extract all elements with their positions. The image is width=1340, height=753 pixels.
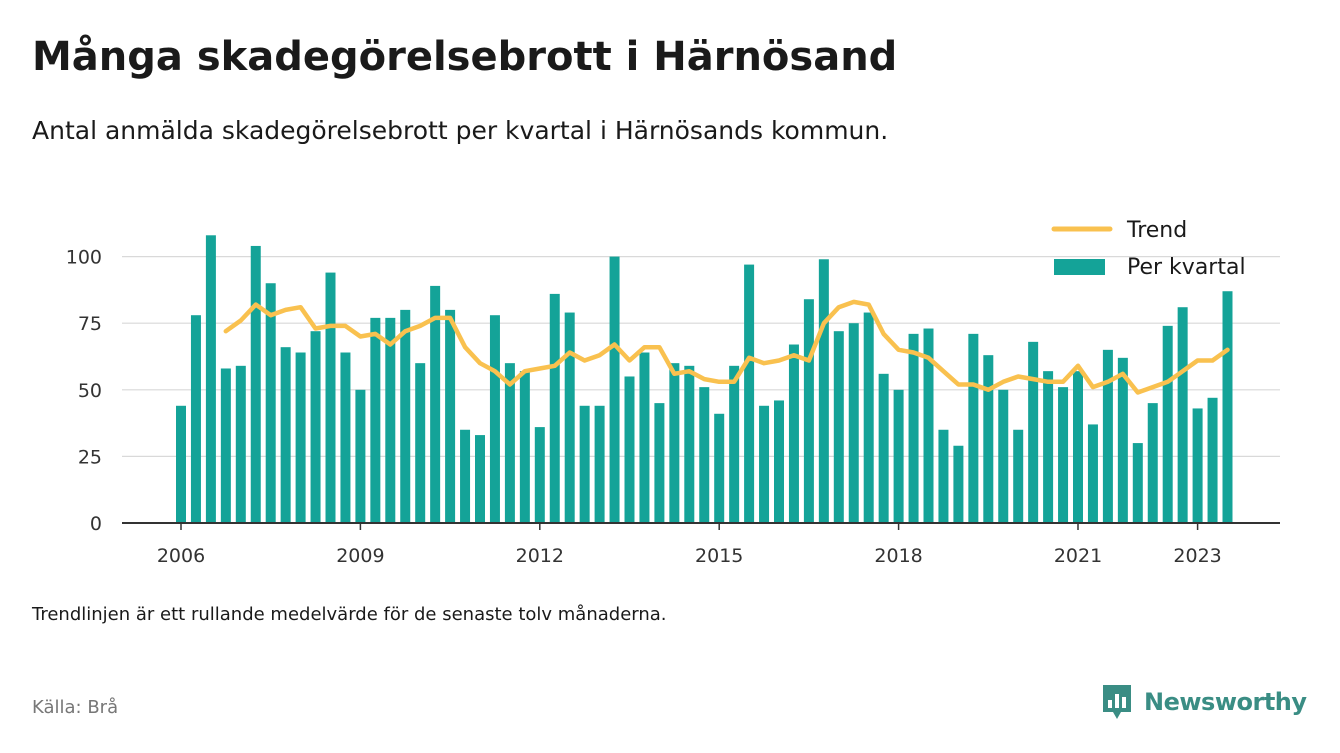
chart-note: Trendlinjen är ett rullande medelvärde f… bbox=[32, 604, 667, 625]
bar bbox=[1192, 408, 1203, 523]
bar bbox=[176, 405, 186, 523]
brand-logo: Newsworthy bbox=[1100, 682, 1307, 722]
bar bbox=[430, 285, 441, 523]
x-tick-label: 2009 bbox=[336, 545, 384, 567]
bar bbox=[1117, 357, 1128, 523]
chart-area: 0 25 50 75 100 2006 2009 2012 2015 2018 2021 2023 T… bbox=[66, 218, 1280, 567]
bar bbox=[564, 312, 575, 523]
chart-subtitle: Antal anmälda skadegörelsebrott per kvar… bbox=[32, 116, 889, 145]
bar bbox=[355, 389, 366, 523]
bar bbox=[1013, 429, 1024, 523]
x-tick-label: 2012 bbox=[516, 545, 564, 567]
bar bbox=[385, 317, 396, 523]
bar bbox=[669, 363, 680, 523]
x-tick-label: 2018 bbox=[874, 545, 922, 567]
bar-series bbox=[176, 235, 1233, 523]
bar bbox=[893, 389, 904, 523]
bar bbox=[340, 352, 351, 523]
bar bbox=[624, 376, 635, 523]
bar bbox=[654, 403, 665, 523]
y-tick-label: 50 bbox=[78, 380, 102, 402]
bar bbox=[759, 405, 770, 523]
legend-bar-swatch bbox=[1054, 259, 1105, 275]
bar bbox=[265, 283, 276, 523]
bar bbox=[938, 429, 949, 523]
bar bbox=[833, 331, 844, 523]
bar bbox=[579, 405, 590, 523]
bar bbox=[1102, 349, 1113, 523]
bar bbox=[549, 293, 560, 523]
trend-series bbox=[223, 299, 1230, 395]
bar bbox=[594, 405, 605, 523]
bar bbox=[220, 368, 231, 523]
bar bbox=[370, 317, 381, 523]
bar bbox=[1073, 371, 1083, 523]
bar bbox=[534, 427, 545, 523]
bar bbox=[504, 363, 515, 523]
bar bbox=[1087, 424, 1098, 523]
bar bbox=[295, 352, 306, 523]
bar bbox=[1222, 291, 1233, 523]
x-tick-label: 2023 bbox=[1173, 545, 1221, 567]
bar bbox=[205, 235, 216, 523]
chart-title: Många skadegörelsebrott i Härnösand bbox=[32, 34, 898, 80]
bar bbox=[1162, 325, 1173, 523]
newsworthy-logo-icon bbox=[1103, 685, 1131, 719]
bar bbox=[489, 315, 500, 523]
bar bbox=[1132, 443, 1143, 523]
bar bbox=[639, 352, 650, 523]
bar bbox=[310, 331, 321, 523]
y-tick-label: 0 bbox=[90, 513, 102, 535]
legend-trend-label: Trend bbox=[1126, 218, 1187, 243]
y-tick-label: 75 bbox=[78, 313, 102, 335]
bar bbox=[235, 365, 246, 523]
bar bbox=[190, 315, 201, 523]
bar bbox=[774, 400, 784, 523]
bar bbox=[325, 272, 336, 523]
bar bbox=[803, 299, 814, 523]
bar bbox=[863, 312, 874, 523]
x-tick-label: 2021 bbox=[1054, 545, 1102, 567]
bar bbox=[908, 333, 919, 523]
bar bbox=[400, 309, 411, 523]
legend: Trend Per kvartal bbox=[1051, 218, 1246, 280]
y-tick-label: 25 bbox=[78, 446, 102, 468]
bar bbox=[1147, 403, 1158, 523]
bar bbox=[250, 245, 261, 523]
trend-line bbox=[223, 299, 1230, 395]
bar bbox=[280, 347, 291, 523]
axes: 0 25 50 75 100 2006 2009 2012 2015 2018 2021 2023 bbox=[66, 247, 1280, 567]
brand-name: Newsworthy bbox=[1144, 688, 1307, 716]
bar bbox=[1028, 341, 1039, 523]
bar bbox=[714, 413, 725, 523]
bar bbox=[1177, 307, 1188, 523]
bar bbox=[519, 371, 530, 523]
bar bbox=[609, 256, 620, 523]
bar bbox=[744, 264, 755, 523]
bar bbox=[998, 389, 1009, 523]
bar bbox=[1043, 371, 1054, 523]
bar bbox=[878, 373, 889, 523]
bar bbox=[415, 363, 426, 523]
source-label: Källa: Brå bbox=[32, 697, 119, 718]
legend-bar-label: Per kvartal bbox=[1127, 255, 1246, 280]
bar bbox=[699, 387, 710, 523]
bar bbox=[1207, 397, 1218, 523]
x-tick-label: 2015 bbox=[695, 545, 743, 567]
bar bbox=[968, 333, 979, 523]
bar bbox=[923, 328, 934, 523]
bar bbox=[460, 429, 471, 523]
bar bbox=[729, 365, 740, 523]
x-tick-label: 2006 bbox=[157, 545, 205, 567]
bar bbox=[475, 435, 485, 523]
bar bbox=[848, 323, 859, 523]
bar bbox=[983, 355, 994, 523]
bar bbox=[788, 344, 799, 523]
bar bbox=[1058, 387, 1069, 523]
bar bbox=[953, 445, 964, 523]
bar bbox=[818, 259, 829, 523]
bar bbox=[445, 309, 456, 523]
y-tick-label: 100 bbox=[66, 247, 102, 269]
bar bbox=[684, 365, 695, 523]
